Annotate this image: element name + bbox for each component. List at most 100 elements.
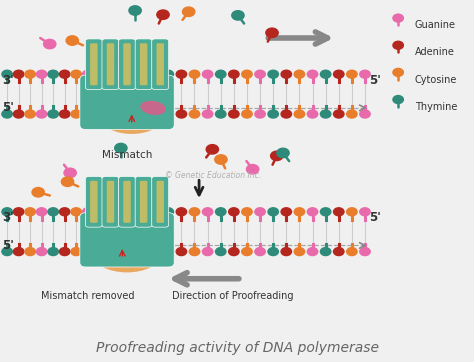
Circle shape: [393, 68, 403, 76]
Circle shape: [48, 110, 58, 118]
Circle shape: [25, 208, 36, 216]
Circle shape: [346, 70, 357, 78]
Circle shape: [71, 110, 82, 118]
Circle shape: [294, 110, 305, 118]
FancyBboxPatch shape: [156, 181, 164, 223]
Ellipse shape: [92, 88, 162, 112]
FancyBboxPatch shape: [118, 39, 136, 89]
Circle shape: [202, 208, 213, 216]
FancyBboxPatch shape: [135, 39, 152, 89]
Ellipse shape: [94, 238, 160, 272]
FancyBboxPatch shape: [90, 43, 98, 85]
Circle shape: [32, 188, 45, 197]
Text: Cytosine: Cytosine: [415, 75, 457, 85]
Circle shape: [48, 208, 58, 216]
Circle shape: [48, 248, 58, 256]
Circle shape: [44, 39, 56, 49]
Text: 5': 5': [2, 239, 14, 252]
Circle shape: [294, 248, 305, 256]
Circle shape: [176, 248, 187, 256]
Circle shape: [115, 143, 127, 153]
Circle shape: [334, 248, 344, 256]
Circle shape: [163, 110, 173, 118]
Circle shape: [129, 6, 141, 15]
Text: 3': 3': [2, 74, 14, 87]
Circle shape: [242, 248, 252, 256]
Circle shape: [228, 248, 239, 256]
Circle shape: [393, 41, 403, 49]
Circle shape: [36, 208, 47, 216]
Circle shape: [13, 70, 24, 78]
Circle shape: [25, 110, 36, 118]
Circle shape: [182, 7, 195, 16]
Circle shape: [71, 208, 82, 216]
Circle shape: [294, 208, 305, 216]
Circle shape: [228, 208, 239, 216]
Circle shape: [25, 248, 36, 256]
Circle shape: [202, 70, 213, 78]
Circle shape: [110, 237, 120, 244]
Text: 5': 5': [369, 211, 381, 224]
Ellipse shape: [101, 101, 163, 134]
Circle shape: [2, 208, 12, 216]
Circle shape: [25, 70, 36, 78]
Circle shape: [215, 155, 227, 164]
Circle shape: [320, 248, 331, 256]
Circle shape: [36, 248, 47, 256]
Circle shape: [360, 70, 370, 78]
Circle shape: [176, 110, 187, 118]
Circle shape: [13, 110, 24, 118]
Circle shape: [66, 36, 78, 45]
FancyBboxPatch shape: [102, 39, 119, 89]
Circle shape: [277, 148, 289, 157]
Circle shape: [255, 208, 265, 216]
FancyBboxPatch shape: [156, 43, 164, 85]
Ellipse shape: [92, 226, 162, 250]
Circle shape: [216, 248, 226, 256]
Circle shape: [59, 110, 70, 118]
Circle shape: [36, 110, 47, 118]
Circle shape: [393, 14, 403, 22]
Circle shape: [71, 70, 82, 78]
Circle shape: [242, 110, 252, 118]
Circle shape: [71, 248, 82, 256]
FancyBboxPatch shape: [80, 75, 174, 130]
Circle shape: [320, 208, 331, 216]
Circle shape: [206, 144, 219, 154]
Circle shape: [48, 70, 58, 78]
Circle shape: [334, 110, 344, 118]
FancyBboxPatch shape: [107, 43, 114, 85]
Circle shape: [360, 110, 370, 118]
Circle shape: [281, 110, 292, 118]
Circle shape: [13, 248, 24, 256]
Circle shape: [320, 70, 331, 78]
FancyBboxPatch shape: [90, 181, 98, 223]
Text: 3': 3': [2, 211, 14, 224]
Circle shape: [132, 242, 141, 249]
Circle shape: [307, 110, 318, 118]
Text: Mismatch removed: Mismatch removed: [41, 291, 135, 302]
Circle shape: [334, 208, 344, 216]
Circle shape: [268, 208, 278, 216]
FancyBboxPatch shape: [85, 39, 102, 89]
Circle shape: [281, 70, 292, 78]
Circle shape: [334, 70, 344, 78]
Circle shape: [61, 177, 73, 186]
Text: Guanine: Guanine: [415, 20, 456, 30]
Circle shape: [255, 70, 265, 78]
Circle shape: [2, 248, 12, 256]
Ellipse shape: [140, 101, 166, 115]
Circle shape: [228, 110, 239, 118]
Circle shape: [82, 208, 93, 216]
Circle shape: [189, 248, 200, 256]
Circle shape: [82, 70, 93, 78]
Circle shape: [281, 208, 292, 216]
FancyBboxPatch shape: [80, 213, 174, 267]
Text: Direction of Proofreading: Direction of Proofreading: [172, 291, 293, 302]
Circle shape: [36, 70, 47, 78]
Circle shape: [307, 70, 318, 78]
Text: Proofreading activity of DNA polymerase: Proofreading activity of DNA polymerase: [95, 341, 379, 355]
Circle shape: [266, 28, 278, 38]
Circle shape: [163, 208, 173, 216]
Circle shape: [189, 208, 200, 216]
